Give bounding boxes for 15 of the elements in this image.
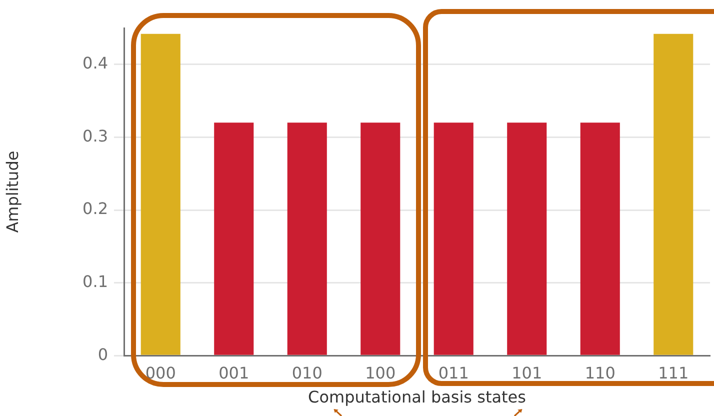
x-tick-label: 110 xyxy=(584,363,616,382)
x-tick-label: 010 xyxy=(292,363,322,382)
x-tick-label: 011 xyxy=(438,363,469,382)
x-tick-label: 101 xyxy=(512,363,542,382)
x-tick-label: 000 xyxy=(145,363,176,382)
y-tick-label: 0 xyxy=(98,344,108,364)
y-axis-title: Amplitude xyxy=(2,150,22,233)
y-tick-label: 0.1 xyxy=(82,272,108,291)
y-tick-label: 0.4 xyxy=(82,54,108,73)
x-tick-label: 100 xyxy=(365,363,396,382)
x-axis-title: Computational basis states xyxy=(308,388,526,407)
x-tick-label: 111 xyxy=(658,363,689,382)
y-tick-label: 0.2 xyxy=(82,199,108,218)
y-tick-label: 0.3 xyxy=(82,126,108,146)
x-tick-label: 001 xyxy=(218,363,250,382)
